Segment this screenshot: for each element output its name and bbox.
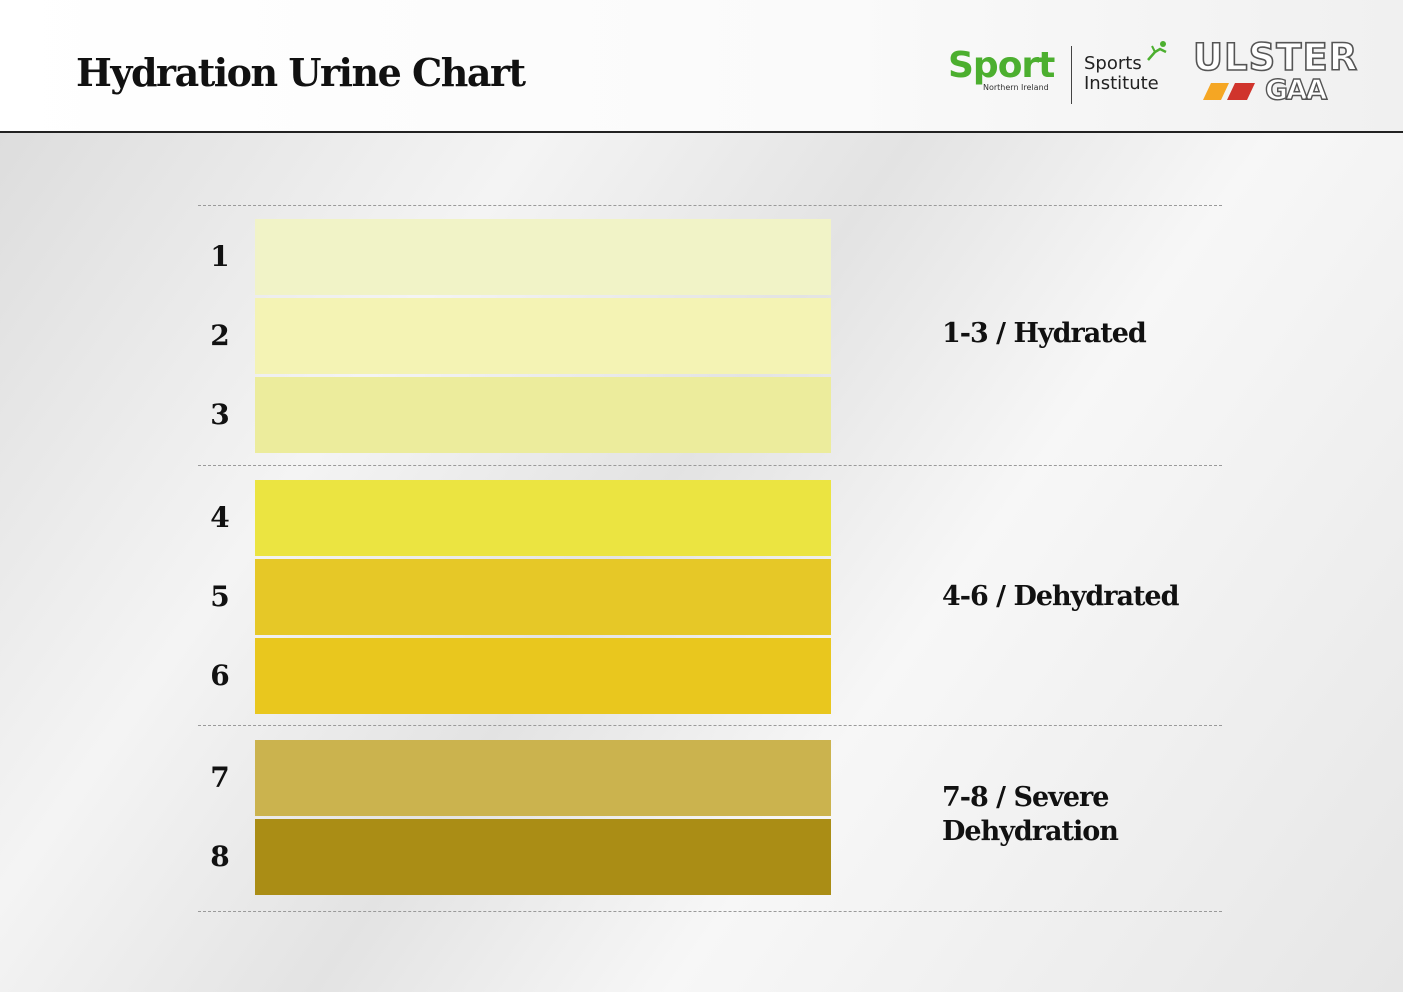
color-swatch-6: [255, 638, 831, 714]
page-title: Hydration Urine Chart: [76, 50, 526, 95]
page-header: Hydration Urine Chart Sport Northern Ire…: [0, 0, 1403, 133]
institute-line-1: Sports: [1084, 53, 1142, 74]
sport-ni-logo: Sport Northern Ireland: [948, 45, 1055, 93]
gaa-logo-text: GAA: [1264, 73, 1328, 106]
color-swatch-2: [255, 298, 831, 374]
level-number-6: 6: [210, 659, 230, 692]
level-number-1: 1: [210, 240, 230, 273]
zone-label-dehydrated: 4-6 / Dehydrated: [942, 581, 1180, 612]
sport-logo-subtitle: Northern Ireland: [983, 83, 1049, 92]
ulster-gaa-logo-text: ULSTER: [1192, 36, 1359, 79]
color-swatch-5: [255, 559, 831, 635]
color-swatch-7: [255, 740, 831, 816]
level-number-8: 8: [210, 840, 230, 873]
sport-logo-word: Sport: [948, 45, 1055, 86]
zone-label-severe: 7-8 / Severe Dehydration: [942, 782, 1119, 847]
athlete-icon: [1147, 41, 1167, 61]
gaa-stripes-icon: [1203, 83, 1255, 100]
institute-line-2: Institute: [1084, 73, 1159, 94]
zone-range: 1-3: [942, 318, 989, 349]
zone-name: Dehydrated: [1013, 581, 1179, 612]
level-number-4: 4: [210, 501, 230, 534]
group-divider-bottom: [198, 911, 1222, 912]
level-number-3: 3: [210, 398, 230, 431]
color-swatch-8: [255, 819, 831, 895]
zone-range: 7-8: [942, 782, 989, 813]
group-divider-2: [198, 725, 1222, 726]
color-swatch-3: [255, 377, 831, 453]
zone-name: Hydrated: [1013, 318, 1146, 349]
level-number-2: 2: [210, 319, 230, 352]
color-swatch-4: [255, 480, 831, 556]
zone-name: Severe: [1013, 782, 1109, 813]
zone-name-line-2: Dehydration: [942, 816, 1119, 847]
zone-range: 4-6: [942, 581, 989, 612]
zone-label-hydrated: 1-3 / Hydrated: [942, 318, 1147, 349]
group-divider-1: [198, 465, 1222, 466]
color-swatch-1: [255, 219, 831, 295]
sports-institute-logo: Sports Institute: [1084, 41, 1167, 94]
level-number-7: 7: [210, 761, 230, 794]
level-number-5: 5: [210, 580, 230, 613]
logo-divider: [1071, 46, 1072, 104]
group-divider-top: [198, 205, 1222, 206]
